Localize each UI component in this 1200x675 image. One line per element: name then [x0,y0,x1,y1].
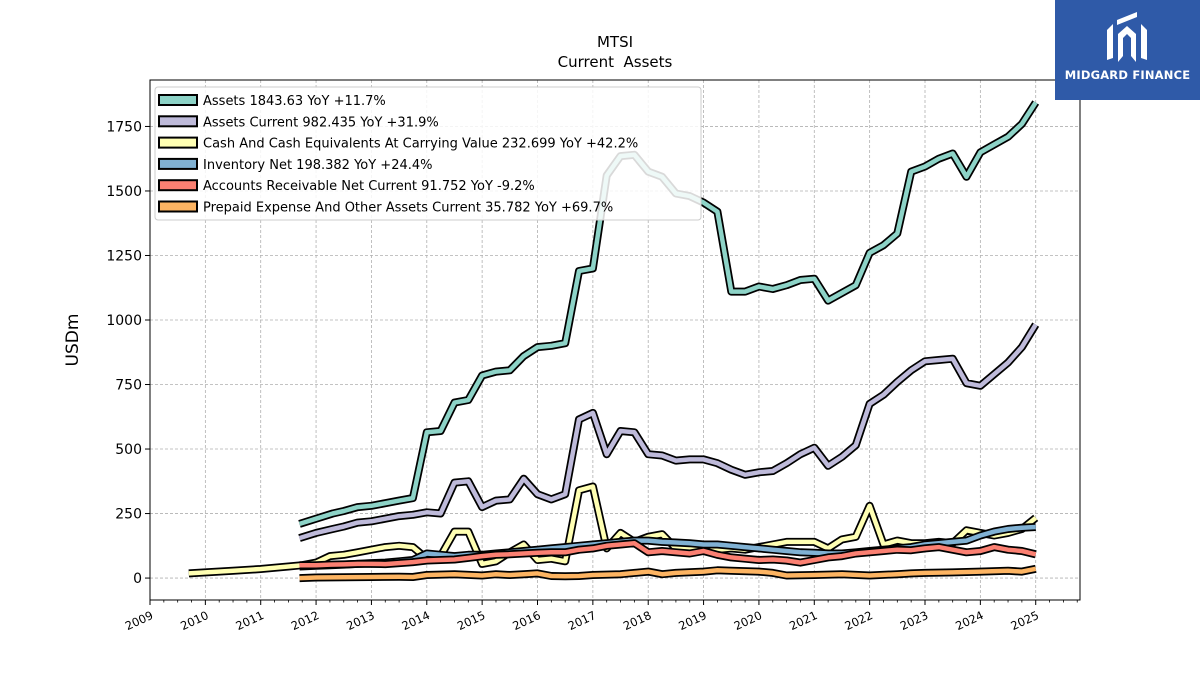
x-tick-label: 2015 [455,608,487,633]
legend-entry: Assets 1843.63 YoY +11.7% [203,94,386,109]
x-tick-label: 2014 [400,608,432,633]
y-tick-label: 0 [133,571,142,587]
y-tick-label: 750 [115,378,142,394]
chart-title: MTSI [597,33,633,51]
x-tick-label: 2023 [898,608,930,633]
legend-swatch [158,179,198,192]
x-tick-label: 2018 [621,608,653,633]
y-tick-label: 1750 [106,119,142,135]
legend-swatch [158,115,198,128]
x-tick-label: 2020 [732,608,764,633]
legend-entry: Cash And Cash Equivalents At Carrying Va… [203,137,638,152]
x-axis: 2009 2010 2011 2012 2013 2014 2015 2016 2017 2018… [123,600,1078,633]
legend-swatch [158,157,198,170]
x-tick-label: 2011 [234,608,266,633]
x-tick-label: 2016 [510,608,542,633]
legend-swatch [158,200,198,213]
y-axis-label: USDm [63,314,83,367]
series-line [298,323,1038,541]
legend-entry: Prepaid Expense And Other Assets Current… [203,201,613,216]
x-tick-label: 2025 [1009,608,1041,633]
plot-area-frame [149,79,1081,601]
x-tick-label: 2013 [344,608,376,633]
x-tick-label: 2012 [289,608,321,633]
legend-swatch [158,94,198,106]
x-tick-label: 2010 [178,608,210,633]
legend-entry: Inventory Net 198.382 YoY +24.4% [203,158,433,173]
x-tick-label: 2017 [566,608,598,633]
y-axis: 0 250 500 750 1000 1250 1500 1750 [106,119,150,587]
series-line [299,540,1037,568]
brand-logo-mark-icon [1107,12,1147,62]
x-tick-label: 2009 [123,608,155,633]
legend-swatch [158,136,198,149]
y-tick-label: 1500 [106,184,142,200]
x-tick-label: 2021 [787,608,819,633]
x-tick-label: 2022 [842,608,874,633]
series-line [299,566,1037,581]
x-tick-label: 2019 [676,608,708,633]
brand-logo: MIDGARD FINANCE [1055,0,1200,100]
brand-name: MIDGARD FINANCE [1064,68,1191,82]
y-tick-label: 1000 [106,313,142,329]
legend-entry: Assets Current 982.435 YoY +31.9% [203,115,439,130]
x-tick-label: 2024 [953,608,985,633]
legend-box [154,86,702,221]
y-tick-label: 250 [115,507,142,523]
chart-subtitle: Current Assets [558,53,673,71]
legend-entry: Accounts Receivable Net Current 91.752 Y… [203,179,535,194]
y-tick-label: 500 [115,442,142,458]
series-layer [188,100,1040,583]
legend: Assets 1843.63 YoY +11.7% Assets Current … [154,86,702,221]
y-tick-label: 1250 [106,248,142,264]
